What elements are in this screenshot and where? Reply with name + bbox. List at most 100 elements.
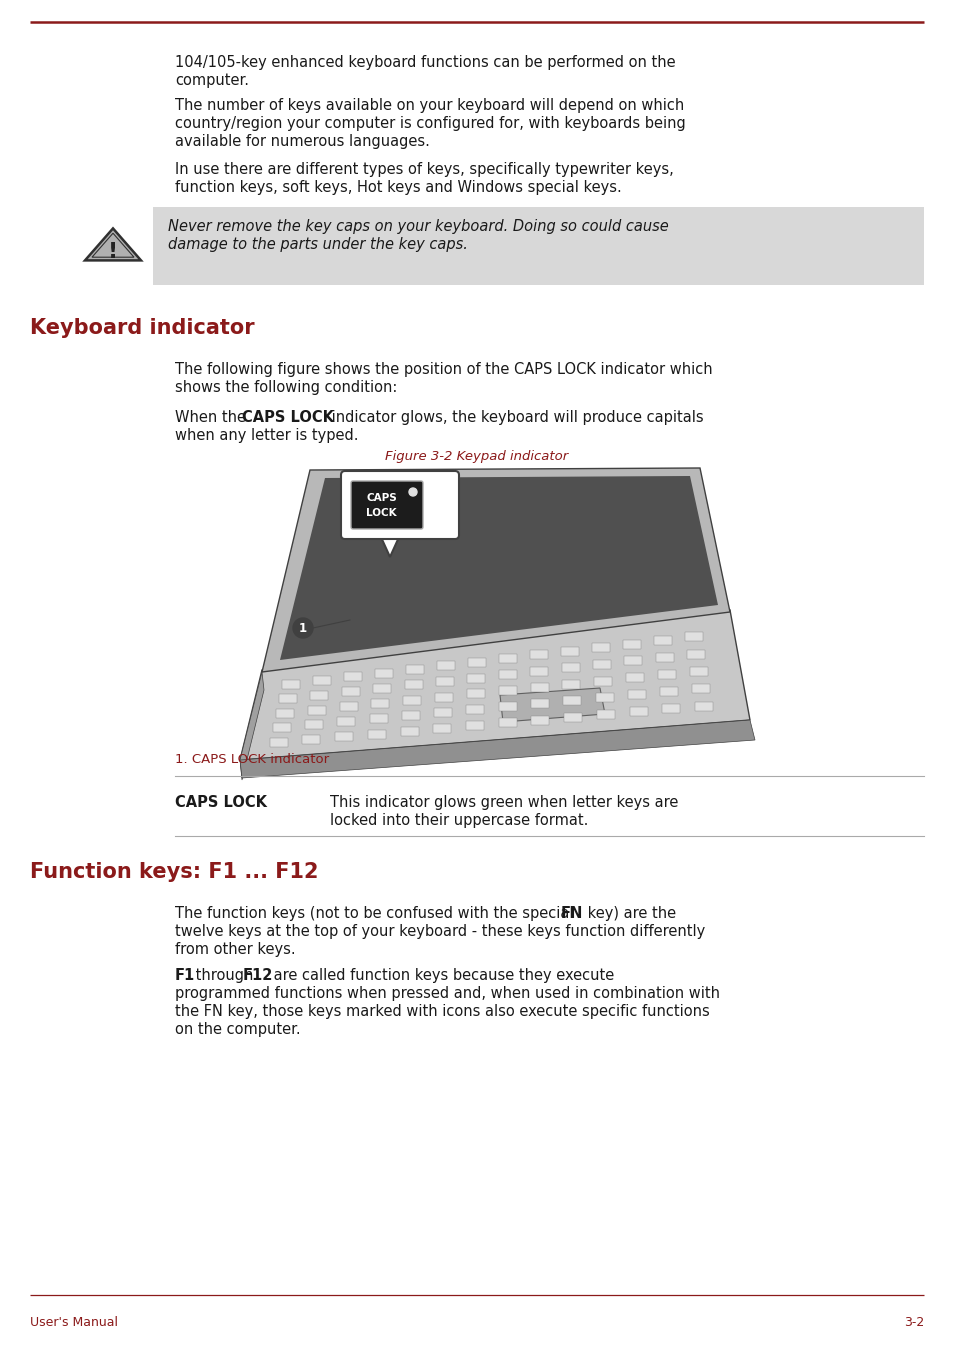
Polygon shape: [659, 687, 678, 697]
Text: twelve keys at the top of your keyboard - these keys function differently: twelve keys at the top of your keyboard …: [174, 924, 704, 939]
Text: The number of keys available on your keyboard will depend on which: The number of keys available on your key…: [174, 98, 683, 113]
Polygon shape: [627, 690, 645, 699]
Text: F1: F1: [174, 968, 195, 983]
Polygon shape: [695, 702, 712, 710]
Text: Keyboard indicator: Keyboard indicator: [30, 317, 254, 338]
Polygon shape: [562, 679, 579, 689]
Text: available for numerous languages.: available for numerous languages.: [174, 134, 430, 149]
Text: 104/105-key enhanced keyboard functions can be performed on the: 104/105-key enhanced keyboard functions …: [174, 55, 675, 70]
Polygon shape: [404, 681, 422, 690]
Polygon shape: [278, 694, 296, 703]
Polygon shape: [498, 670, 517, 679]
Polygon shape: [466, 690, 484, 698]
Polygon shape: [625, 674, 643, 682]
Text: computer.: computer.: [174, 73, 249, 87]
Text: This indicator glows green when letter keys are: This indicator glows green when letter k…: [330, 795, 678, 810]
Text: on the computer.: on the computer.: [174, 1022, 300, 1037]
Polygon shape: [465, 721, 483, 730]
Polygon shape: [686, 650, 704, 659]
FancyBboxPatch shape: [340, 471, 458, 539]
Polygon shape: [308, 706, 325, 714]
Polygon shape: [282, 679, 299, 689]
Text: Function keys: F1 ... F12: Function keys: F1 ... F12: [30, 862, 318, 882]
Polygon shape: [433, 724, 451, 733]
Text: indicator glows, the keyboard will produce capitals: indicator glows, the keyboard will produ…: [327, 410, 703, 425]
Polygon shape: [85, 229, 141, 261]
Polygon shape: [337, 717, 355, 726]
Polygon shape: [593, 660, 610, 668]
Text: the FN key, those keys marked with icons also execute specific functions: the FN key, those keys marked with icons…: [174, 1003, 709, 1020]
Polygon shape: [302, 736, 320, 744]
Polygon shape: [563, 713, 581, 722]
Polygon shape: [373, 683, 391, 693]
Polygon shape: [466, 705, 484, 714]
Text: function keys, soft keys, Hot keys and Windows special keys.: function keys, soft keys, Hot keys and W…: [174, 180, 621, 195]
Polygon shape: [498, 686, 517, 695]
Polygon shape: [400, 726, 418, 736]
Text: LOCK: LOCK: [366, 508, 396, 518]
Polygon shape: [595, 693, 613, 702]
Polygon shape: [499, 689, 604, 722]
Polygon shape: [498, 718, 517, 728]
Polygon shape: [561, 663, 578, 672]
Polygon shape: [531, 699, 548, 709]
Text: shows the following condition:: shows the following condition:: [174, 381, 397, 395]
Text: 1: 1: [298, 621, 307, 635]
Text: F12: F12: [243, 968, 274, 983]
Text: When the: When the: [174, 410, 251, 425]
Text: through: through: [191, 968, 257, 983]
Polygon shape: [313, 677, 331, 685]
Text: User's Manual: User's Manual: [30, 1315, 118, 1329]
Text: locked into their uppercase format.: locked into their uppercase format.: [330, 812, 588, 829]
Text: when any letter is typed.: when any letter is typed.: [174, 428, 358, 443]
Polygon shape: [435, 693, 453, 702]
Polygon shape: [623, 656, 641, 666]
Text: CAPS LOCK: CAPS LOCK: [174, 795, 267, 810]
Polygon shape: [529, 651, 547, 659]
FancyBboxPatch shape: [152, 207, 923, 285]
Polygon shape: [655, 654, 673, 662]
Text: 3-2: 3-2: [902, 1315, 923, 1329]
Polygon shape: [661, 705, 679, 713]
Polygon shape: [530, 683, 548, 693]
Polygon shape: [270, 738, 288, 746]
Polygon shape: [371, 699, 389, 709]
Polygon shape: [339, 702, 357, 712]
Text: CAPS LOCK: CAPS LOCK: [242, 410, 334, 425]
Polygon shape: [530, 667, 548, 675]
Text: programmed functions when pressed and, when used in combination with: programmed functions when pressed and, w…: [174, 986, 720, 1001]
Polygon shape: [369, 714, 387, 724]
Text: from other keys.: from other keys.: [174, 941, 295, 958]
Polygon shape: [622, 639, 639, 648]
FancyBboxPatch shape: [351, 482, 422, 529]
Text: key) are the: key) are the: [582, 907, 676, 921]
Text: In use there are different types of keys, specifically typewriter keys,: In use there are different types of keys…: [174, 161, 673, 178]
Polygon shape: [240, 611, 749, 760]
Polygon shape: [591, 643, 609, 652]
Text: Never remove the key caps on your keyboard. Doing so could cause: Never remove the key caps on your keyboa…: [168, 219, 668, 234]
Polygon shape: [467, 674, 485, 683]
Polygon shape: [692, 685, 710, 693]
Polygon shape: [405, 664, 423, 674]
Polygon shape: [375, 668, 393, 678]
Polygon shape: [658, 670, 676, 679]
Polygon shape: [597, 710, 615, 720]
Polygon shape: [310, 691, 328, 699]
Polygon shape: [562, 697, 580, 705]
Polygon shape: [684, 632, 701, 642]
Polygon shape: [379, 535, 399, 557]
Polygon shape: [689, 667, 707, 677]
Polygon shape: [343, 672, 361, 682]
Text: are called function keys because they execute: are called function keys because they ex…: [269, 968, 614, 983]
Text: country/region your computer is configured for, with keyboards being: country/region your computer is configur…: [174, 116, 685, 130]
Polygon shape: [594, 677, 612, 686]
Polygon shape: [305, 721, 323, 729]
Circle shape: [409, 488, 416, 496]
Polygon shape: [368, 729, 385, 738]
Polygon shape: [240, 672, 264, 780]
Polygon shape: [434, 709, 452, 717]
Polygon shape: [401, 712, 419, 721]
Polygon shape: [335, 733, 353, 741]
Polygon shape: [498, 654, 517, 663]
Polygon shape: [560, 647, 578, 656]
